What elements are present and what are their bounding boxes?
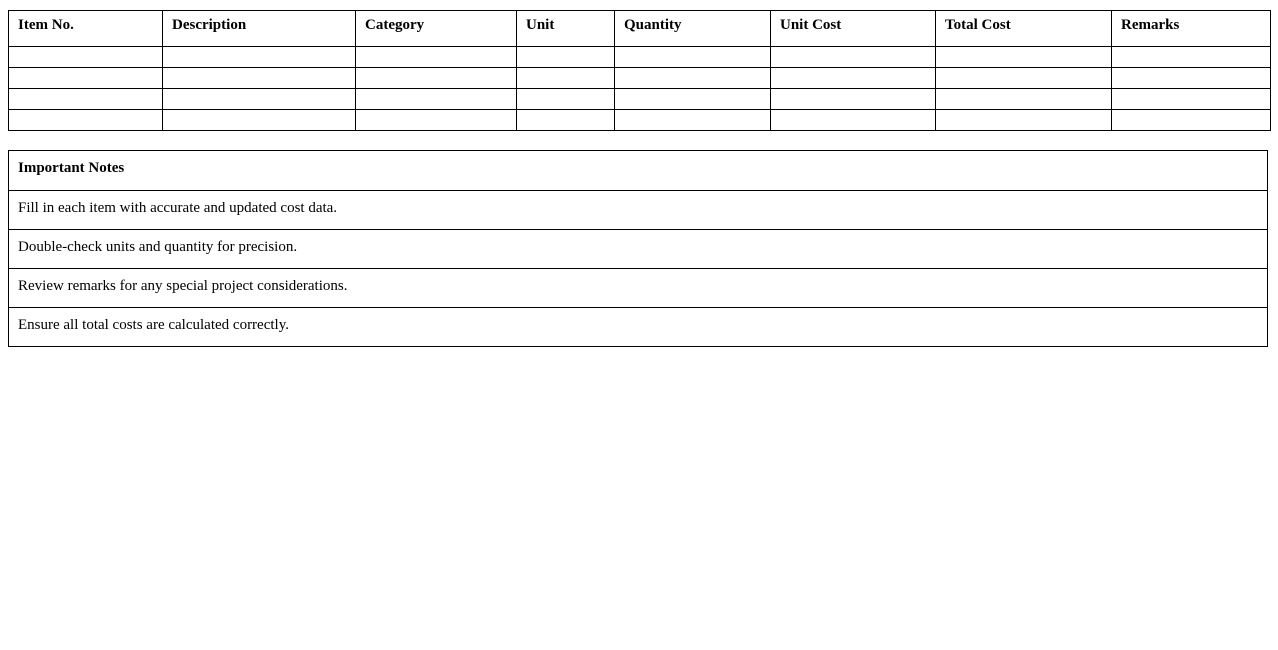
column-header-item-no: Item No. (8, 10, 163, 47)
column-header-unit-cost: Unit Cost (770, 10, 936, 47)
cost-table-cell[interactable] (8, 109, 163, 131)
cost-table-cell[interactable] (516, 46, 615, 68)
cost-table-cell[interactable] (770, 46, 936, 68)
cost-table-cell[interactable] (355, 88, 517, 110)
notes-title: Important Notes (8, 150, 1268, 191)
cost-table-cell[interactable] (935, 109, 1112, 131)
cost-table-cell[interactable] (8, 46, 163, 68)
note-item: Review remarks for any special project c… (8, 268, 1268, 308)
column-header-description: Description (162, 10, 356, 47)
cost-table-cell[interactable] (162, 109, 356, 131)
note-item: Double-check units and quantity for prec… (8, 229, 1268, 269)
note-row: Fill in each item with accurate and upda… (8, 190, 1268, 230)
cost-table-cell[interactable] (935, 46, 1112, 68)
note-item: Fill in each item with accurate and upda… (8, 190, 1268, 230)
column-header-remarks: Remarks (1111, 10, 1271, 47)
cost-table-cell[interactable] (770, 109, 936, 131)
cost-table-header-row: Item No. Description Category Unit Quant… (8, 10, 1271, 47)
cost-table-cell[interactable] (614, 88, 771, 110)
column-header-total-cost: Total Cost (935, 10, 1112, 47)
cost-table-cell[interactable] (614, 67, 771, 89)
cost-table-cell[interactable] (162, 67, 356, 89)
column-header-quantity: Quantity (614, 10, 771, 47)
cost-table-cell[interactable] (935, 67, 1112, 89)
column-header-category: Category (355, 10, 517, 47)
cost-table-cell[interactable] (516, 67, 615, 89)
cost-table-cell[interactable] (355, 109, 517, 131)
notes-header-row: Important Notes (8, 150, 1268, 191)
table-row (8, 88, 1271, 110)
cost-table-cell[interactable] (1111, 109, 1271, 131)
column-header-unit: Unit (516, 10, 615, 47)
cost-table-cell[interactable] (162, 46, 356, 68)
cost-table-cell[interactable] (8, 88, 163, 110)
cost-table-cell[interactable] (614, 109, 771, 131)
cost-table-cell[interactable] (516, 109, 615, 131)
cost-table-cell[interactable] (770, 67, 936, 89)
cost-table-cell[interactable] (614, 46, 771, 68)
cost-table-cell[interactable] (1111, 88, 1271, 110)
cost-table-cell[interactable] (516, 88, 615, 110)
cost-table-cell[interactable] (935, 88, 1112, 110)
table-row (8, 67, 1271, 89)
table-row (8, 109, 1271, 131)
cost-table-cell[interactable] (1111, 67, 1271, 89)
note-row: Ensure all total costs are calculated co… (8, 307, 1268, 347)
cost-table-cell[interactable] (8, 67, 163, 89)
note-row: Review remarks for any special project c… (8, 268, 1268, 308)
cost-table-cell[interactable] (770, 88, 936, 110)
cost-table-cell[interactable] (1111, 46, 1271, 68)
cost-table: Item No. Description Category Unit Quant… (8, 10, 1271, 131)
table-row (8, 46, 1271, 68)
cost-table-cell[interactable] (355, 46, 517, 68)
note-item: Ensure all total costs are calculated co… (8, 307, 1268, 347)
cost-table-cell[interactable] (162, 88, 356, 110)
note-row: Double-check units and quantity for prec… (8, 229, 1268, 269)
notes-table: Important Notes Fill in each item with a… (8, 150, 1268, 347)
cost-table-cell[interactable] (355, 67, 517, 89)
